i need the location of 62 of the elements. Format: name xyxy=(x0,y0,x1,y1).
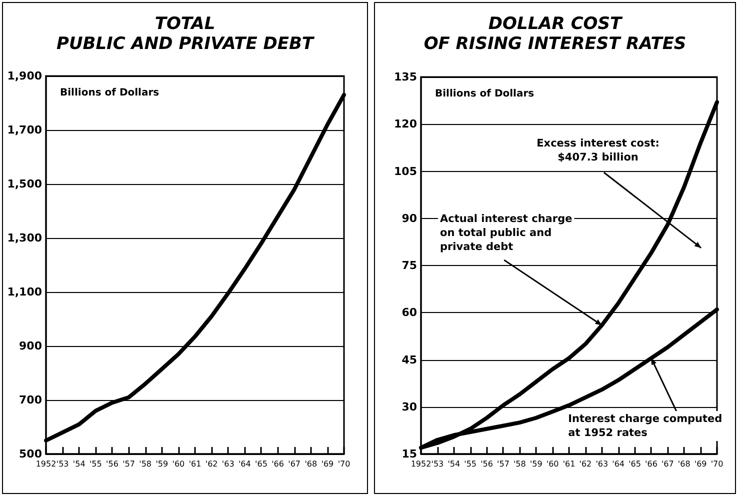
y-tick-label: 1,900 xyxy=(7,70,42,82)
x-tick-label: '61 xyxy=(562,460,576,468)
y-tick-label: 700 xyxy=(19,394,42,406)
x-tick-label: '60 xyxy=(546,460,559,468)
y-tick-label: 1,300 xyxy=(7,232,42,244)
x-tick-label: '59 xyxy=(156,460,168,468)
y-tick-label: 120 xyxy=(394,118,418,131)
x-tick-label: '70 xyxy=(338,460,350,468)
x-tick-label: '62 xyxy=(205,460,218,468)
y-tick-label: 15 xyxy=(402,448,417,460)
x-tick-label: '63 xyxy=(222,460,234,468)
x-tick-label: '62 xyxy=(579,460,592,468)
x-tick-label: 1952 xyxy=(410,460,432,468)
x-tick-label: '68 xyxy=(678,460,690,468)
x-tick-label: '58 xyxy=(139,460,152,468)
y-tick-label: 1,100 xyxy=(7,286,42,298)
y-tick-label: 1,500 xyxy=(7,178,42,190)
x-tick-label: '69 xyxy=(321,460,334,468)
x-tick-label: '58 xyxy=(513,460,526,468)
x-tick-label: '65 xyxy=(255,460,268,468)
x-tick-label: '57 xyxy=(122,460,135,468)
y-tick-label: 105 xyxy=(394,164,417,178)
x-tick-label: '66 xyxy=(272,460,284,468)
x-tick-label: '53 xyxy=(431,460,444,468)
x-tick-label: 1952 xyxy=(36,460,56,468)
y-tick-label: 90 xyxy=(402,212,418,225)
x-tick-label: '67 xyxy=(288,460,301,468)
y-tick-label: 60 xyxy=(402,306,418,320)
y-tick-label: 45 xyxy=(402,353,417,366)
x-tick-label: '64 xyxy=(612,460,625,468)
y-tick-label: 75 xyxy=(402,259,417,272)
x-tick-label: '56 xyxy=(480,460,493,468)
annotation: Interest charge computed at 1952 rates xyxy=(568,413,722,440)
y-axis-title: Billions of Dollars xyxy=(435,88,534,100)
x-tick-label: '70 xyxy=(710,460,724,468)
x-tick-label: '59 xyxy=(530,460,542,468)
x-tick-label: '64 xyxy=(238,460,251,468)
chart-title: TOTAL PUBLIC AND PRIVATE DEBT xyxy=(56,14,315,54)
y-tick-label: 500 xyxy=(19,448,42,460)
y-tick-label: 1,700 xyxy=(7,124,42,136)
y-axis-title: Billions of Dollars xyxy=(60,88,160,98)
x-tick-label: '54 xyxy=(72,460,86,468)
x-tick-label: '60 xyxy=(172,460,185,468)
y-tick-label: 900 xyxy=(19,340,42,352)
x-tick-label: '56 xyxy=(106,460,118,468)
annotation: Actual interest charge on total public and private debt xyxy=(440,213,572,254)
x-tick-label: '69 xyxy=(694,460,707,468)
x-tick-label: '53 xyxy=(56,460,69,468)
annotation: Excess interest cost: $407.3 billion xyxy=(536,138,660,164)
x-tick-label: '68 xyxy=(304,460,318,468)
chart-title: DOLLAR COST OF RISING INTEREST RATES xyxy=(424,14,686,54)
x-tick-label: '66 xyxy=(645,460,658,468)
x-tick-label: '57 xyxy=(497,460,510,468)
x-tick-label: '55 xyxy=(464,460,477,468)
x-tick-label: '54 xyxy=(448,460,460,468)
x-tick-label: '63 xyxy=(596,460,608,468)
x-tick-label: '67 xyxy=(661,460,674,468)
x-tick-label: '61 xyxy=(188,460,202,468)
x-tick-label: '55 xyxy=(89,460,102,468)
y-tick-label: 135 xyxy=(394,70,417,84)
x-tick-label: '65 xyxy=(628,460,641,468)
y-tick-label: 30 xyxy=(402,400,418,414)
